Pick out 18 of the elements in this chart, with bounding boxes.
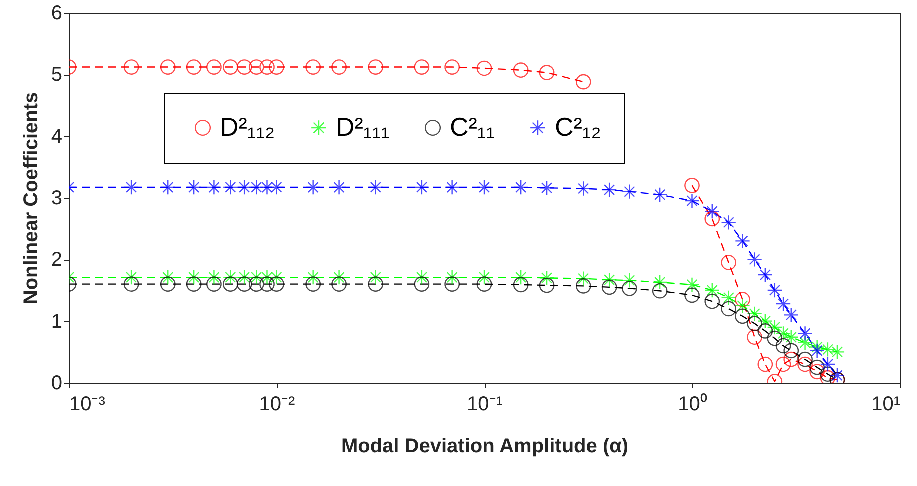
legend-label: D²₁₁₁: [336, 112, 390, 142]
y-tick-label: 3: [51, 188, 62, 210]
legend-label: D²₁₁₂: [220, 112, 276, 142]
y-tick-label: 1: [51, 310, 62, 333]
y-tick-label: 4: [51, 126, 62, 148]
legend-label: C²₁₁: [450, 112, 496, 142]
y-axis-title: Nonlinear Coefficients: [20, 92, 42, 305]
legend-label: C²₁₂: [555, 112, 602, 142]
x-tick-label: 10⁻¹: [467, 394, 504, 416]
y-tick-label: 2: [51, 249, 62, 272]
x-tick-label: 10⁰: [678, 392, 708, 416]
y-tick-label: 0: [51, 372, 62, 394]
x-tick-label: 10⁻³: [70, 394, 106, 416]
x-tick-label: 10¹: [872, 394, 901, 416]
y-tick-label: 6: [51, 2, 62, 24]
y-tick-label: 5: [51, 64, 62, 86]
x-axis-title: Modal Deviation Amplitude (α): [341, 436, 629, 458]
x-tick-label: 10⁻²: [259, 394, 296, 416]
